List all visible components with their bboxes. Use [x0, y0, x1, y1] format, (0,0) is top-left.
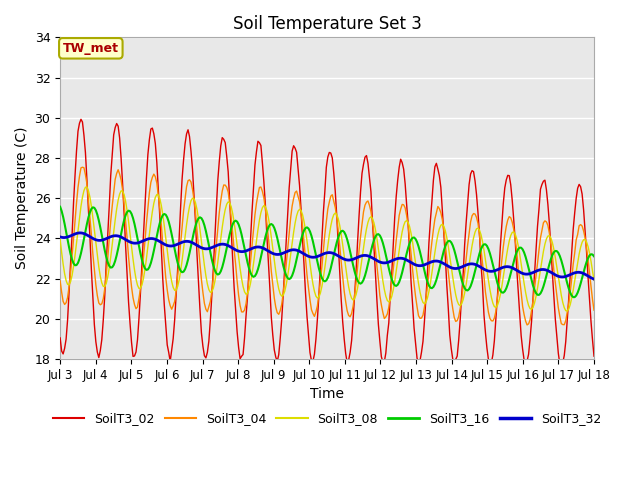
Title: Soil Temperature Set 3: Soil Temperature Set 3 — [232, 15, 422, 33]
Y-axis label: Soil Temperature (C): Soil Temperature (C) — [15, 127, 29, 269]
Legend: SoilT3_02, SoilT3_04, SoilT3_08, SoilT3_16, SoilT3_32: SoilT3_02, SoilT3_04, SoilT3_08, SoilT3_… — [48, 407, 606, 430]
X-axis label: Time: Time — [310, 387, 344, 401]
Text: TW_met: TW_met — [63, 42, 119, 55]
